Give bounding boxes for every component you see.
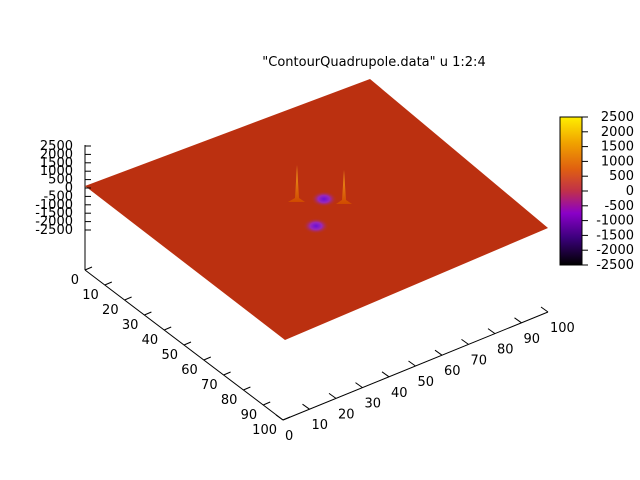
x-tick-label: 90 — [524, 332, 541, 347]
y-axis-tick — [223, 371, 231, 376]
z-tick-label: -500 — [43, 189, 73, 204]
z-tick-label: 0 — [65, 181, 73, 196]
y-tick-label: 30 — [122, 318, 139, 333]
colorbar-tick-label: 1000 — [601, 154, 634, 169]
y-tick-label: 50 — [161, 348, 178, 363]
x-tick-label: 60 — [444, 364, 461, 379]
colorbar-tick-label: -2000 — [596, 243, 634, 258]
peak-mark — [288, 165, 305, 202]
colorbar-tick-label: -1500 — [596, 228, 634, 243]
y-tick-label: 10 — [82, 288, 99, 303]
x-axis-tick — [381, 371, 390, 378]
dip-mark — [303, 218, 329, 234]
x-tick-label: 80 — [497, 343, 514, 358]
colorbar-tick-label: 2000 — [601, 125, 634, 140]
z-tick-label: -1000 — [35, 198, 73, 213]
y-tick-label: 60 — [181, 363, 198, 378]
x-tick-label: 100 — [550, 321, 575, 336]
x-axis-tick — [355, 382, 363, 389]
x-tick-label: 20 — [338, 407, 355, 422]
y-tick-label: 90 — [241, 408, 258, 423]
z-tick-label: 500 — [48, 173, 73, 188]
colorbar-tick-label: 1500 — [601, 140, 634, 155]
x-tick-label: 40 — [391, 386, 408, 401]
surface — [85, 79, 548, 340]
x-axis-tick — [514, 317, 522, 324]
z-tick-label: 1500 — [40, 156, 73, 171]
y-axis-tick — [243, 386, 251, 391]
x-axis-tick — [461, 338, 469, 345]
x-axis-tick — [408, 360, 416, 367]
y-axis-tick — [164, 326, 172, 331]
x-tick-label: 30 — [365, 397, 382, 412]
colorbar-tick-label: -1000 — [596, 214, 634, 229]
y-tick-label: 100 — [252, 423, 277, 438]
z-tick-label: 2500 — [40, 139, 73, 154]
z-tick-label: -1500 — [35, 206, 73, 221]
x-tick-label: 0 — [285, 429, 293, 444]
z-tick-label: -2500 — [35, 223, 73, 238]
colorbar-tick-label: 2500 — [601, 110, 634, 125]
y-tick-label: 80 — [221, 393, 238, 408]
x-axis-tick — [275, 414, 284, 421]
y-axis-tick — [263, 401, 271, 406]
y-axis-tick — [282, 416, 291, 421]
colorbar — [559, 116, 583, 266]
y-axis-tick — [144, 311, 152, 316]
x-axis-tick — [487, 328, 496, 335]
x-tick-label: 10 — [312, 418, 329, 433]
axis-ticks: 25002000150010005000-500-1000-1500-2000-… — [35, 110, 634, 444]
dip-mark — [311, 191, 337, 207]
colorbar-tick-label: -2500 — [596, 258, 634, 273]
y-tick-label: 70 — [201, 378, 218, 393]
z-tick-label: -2000 — [35, 215, 73, 230]
x-axis-tick — [328, 392, 337, 399]
y-tick-label: 0 — [71, 273, 79, 288]
x-tick-label: 50 — [418, 375, 435, 390]
x-tick-label: 70 — [471, 353, 488, 368]
colorbar-tick-label: 500 — [609, 169, 634, 184]
z-tick-label: 1000 — [40, 164, 73, 179]
chart-title: "ContourQuadrupole.data" u 1:2:4 — [262, 55, 485, 70]
y-axis-tick — [84, 266, 93, 271]
colorbar-tick-label: 0 — [626, 184, 634, 199]
x-axis-tick — [434, 349, 443, 356]
y-axis-tick — [124, 296, 132, 301]
colorbar-gradient — [559, 116, 583, 266]
peak-mark — [336, 170, 352, 204]
surface-plane — [85, 79, 548, 340]
z-tick-label: 2000 — [40, 147, 73, 162]
y-tick-label: 20 — [102, 303, 119, 318]
y-axis-tick — [104, 281, 112, 286]
y-tick-label: 40 — [142, 333, 159, 348]
colorbar-tick-label: -500 — [604, 199, 634, 214]
x-axis-tick — [302, 403, 310, 410]
x-axis-tick — [540, 306, 549, 313]
y-axis-tick — [203, 356, 211, 361]
y-axis-tick — [183, 341, 192, 346]
